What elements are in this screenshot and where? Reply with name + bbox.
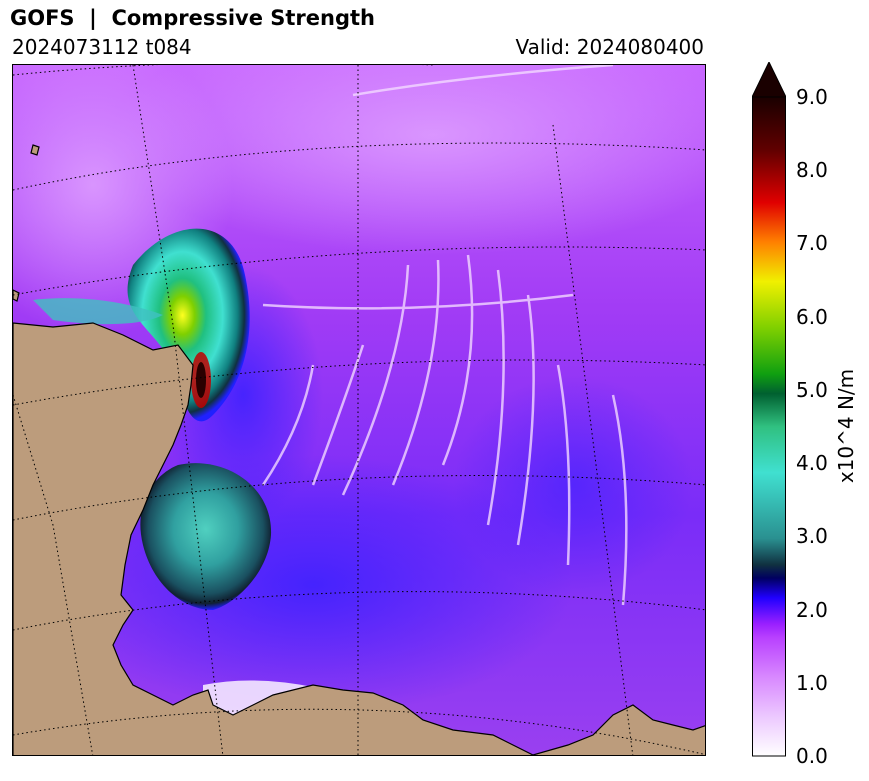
high-strength-north (127, 228, 250, 422)
ridge-streaks (261, 65, 628, 606)
colorbar-tick-label: 8.0 (796, 158, 828, 183)
map-panel (12, 64, 706, 756)
land (13, 144, 705, 755)
valid-time-label: Valid: 2024080400 (515, 35, 704, 59)
colorbar-label: x10^4 N/m (834, 368, 858, 484)
map-title: GOFS | Compressive Strength (10, 6, 375, 30)
map-canvas (13, 65, 705, 755)
colorbar-tick-label: 3.0 (796, 524, 828, 549)
colorbar-tick-label: 9.0 (796, 85, 828, 109)
graticule (13, 65, 705, 755)
colorbar-tick-label: 6.0 (796, 304, 828, 329)
colorbar-tick-label: 4.0 (796, 451, 828, 476)
colorbar (752, 62, 786, 757)
colorbar-tick-label: 1.0 (796, 670, 828, 695)
colorbar-gradient (752, 96, 786, 757)
colorbar-extend-arrow (752, 62, 786, 98)
colorbar-tick-label: 7.0 (796, 231, 828, 256)
run-time-label: 2024073112 t084 (12, 35, 192, 59)
colorbar-tick-label: 2.0 (796, 597, 828, 622)
colorbar-tick-label: 0.0 (796, 744, 828, 768)
high-strength-south (140, 463, 272, 610)
colorbar-tick-label: 5.0 (796, 377, 828, 402)
